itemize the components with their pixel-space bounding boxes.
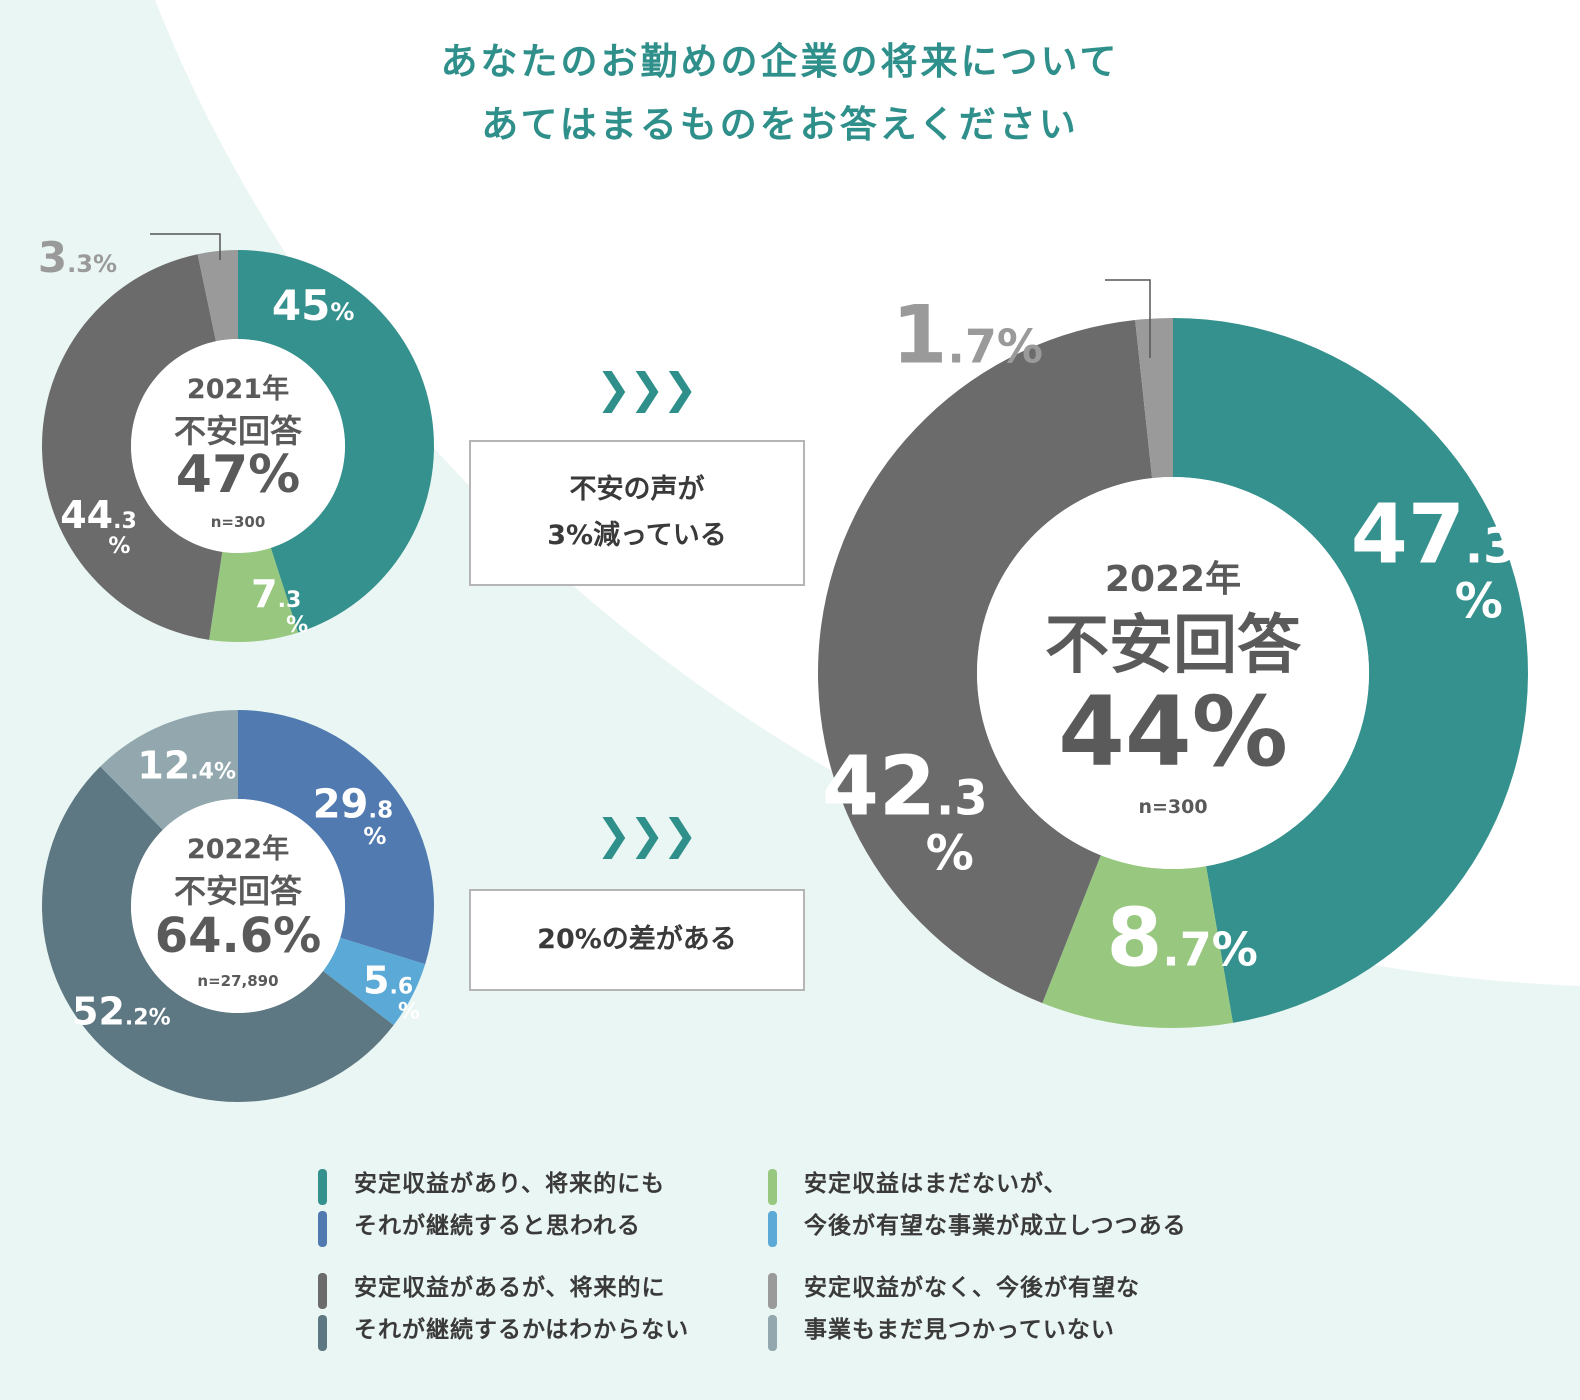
donut-slice — [41, 254, 223, 640]
legend-line-1: 安定収益があるが、将来的に — [354, 1275, 666, 1301]
donut-slice — [197, 250, 238, 342]
legend-item-stable-continuing: 安定収益があり、将来的にも それが継続すると思われる — [318, 1163, 758, 1251]
slice-label: 45% — [272, 281, 355, 330]
center-year: 2022年 — [187, 833, 289, 865]
leader-line — [1105, 279, 1151, 358]
donut-slice — [209, 547, 299, 642]
center-value: 64.6% — [155, 908, 322, 964]
slice-label: 1.7% — [892, 289, 1043, 382]
comparison-box-1: 不安の声が 3%減っている — [469, 440, 805, 586]
center-n: n=300 — [211, 513, 266, 531]
chevron-right-icon: ❯❯❯ — [596, 810, 698, 859]
donut-hole — [131, 799, 345, 1013]
legend-line-1: 安定収益はまだないが、 — [804, 1171, 1068, 1197]
chart-title: あなたのお勤めの企業の将来について あてはまるものをお答えください — [280, 30, 1280, 156]
slice-label: 42.3 — [822, 739, 988, 834]
comparison-1-line-1: 不安の声が — [569, 474, 705, 505]
slice-label: 7.3 — [251, 572, 301, 616]
slice-label: 47.3 — [1351, 487, 1517, 582]
donut-slice — [41, 766, 394, 1102]
center-value: 44% — [1058, 676, 1288, 788]
slice-label: 5.6 — [363, 958, 413, 1002]
legend-swatch — [318, 1211, 327, 1247]
slice-label: 12.4% — [137, 744, 236, 788]
slice-label-percent: % — [286, 613, 308, 638]
slice-label: 8.7% — [1107, 892, 1258, 985]
slice-label-percent: % — [1455, 573, 1503, 629]
slice-label-percent: % — [398, 1000, 420, 1025]
title-line-1: あなたのお勤めの企業の将来について — [440, 40, 1120, 83]
donut-slice — [322, 937, 426, 1026]
legend-line-1: 安定収益がなく、今後が有望な — [804, 1275, 1140, 1301]
slice-label: 3.3% — [38, 233, 117, 282]
slice-label-percent: % — [108, 534, 130, 559]
center-year: 2021年 — [187, 373, 289, 405]
comparison-2-line-1: 20%の差がある — [537, 924, 737, 955]
legend-line-2: 事業もまだ見つかっていない — [804, 1317, 1115, 1343]
center-n: n=27,890 — [197, 972, 278, 990]
slice-label: 44.3 — [60, 493, 137, 537]
center-value: 47% — [176, 445, 300, 505]
legend-swatch — [768, 1169, 777, 1205]
center-n: n=300 — [1138, 796, 1207, 818]
center-label: 不安回答 — [174, 872, 303, 910]
donut-hole — [977, 477, 1369, 869]
legend-line-2: それが継続すると思われる — [354, 1213, 641, 1239]
donut-2022-comparison: 2022年不安回答64.6%n=27,89029.8%5.6%52.2%12.4… — [41, 710, 434, 1102]
legend-swatch — [318, 1315, 327, 1351]
donut-hole — [131, 339, 345, 553]
slice-label-percent: % — [926, 826, 974, 882]
center-label: 不安回答 — [1045, 609, 1302, 683]
legend-swatch — [768, 1273, 777, 1309]
legend-item-stable-uncertain: 安定収益があるが、将来的に それが継続するかはわからない — [318, 1267, 758, 1355]
slice-label: 52.2% — [72, 990, 171, 1034]
center-year: 2022年 — [1105, 559, 1241, 600]
donut-slice — [1042, 855, 1233, 1028]
comparison-1-line-2: 3%減っている — [547, 520, 727, 551]
donut-slice — [818, 320, 1153, 1004]
slice-label-percent: % — [363, 824, 386, 850]
title-line-2: あてはまるものをお答えください — [481, 103, 1079, 146]
legend-line-1: 安定収益があり、将来的にも — [354, 1171, 666, 1197]
legend-swatch — [318, 1273, 327, 1309]
chevron-right-icon: ❯❯❯ — [596, 364, 698, 413]
donut-slice — [1135, 318, 1173, 479]
legend-item-no-stable-not-found: 安定収益がなく、今後が有望な 事業もまだ見つかっていない — [768, 1267, 1208, 1355]
leader-line — [150, 233, 221, 260]
legend-line-2: それが継続するかはわからない — [354, 1317, 690, 1343]
legend-swatch — [768, 1211, 777, 1247]
donut-slice — [238, 710, 434, 965]
center-label: 不安回答 — [174, 412, 303, 450]
legend-item-no-stable-promising: 安定収益はまだないが、 今後が有望な事業が成立しつつある — [768, 1163, 1208, 1251]
legend: 安定収益があり、将来的にも それが継続すると思われる 安定収益はまだないが、 今… — [318, 1163, 1278, 1363]
donut-slice — [238, 250, 435, 633]
donut-slice — [1173, 318, 1528, 1023]
legend-swatch — [318, 1169, 327, 1205]
comparison-box-2: 20%の差がある — [469, 889, 805, 991]
slice-label: 29.8 — [313, 782, 393, 828]
legend-line-2: 今後が有望な事業が成立しつつある — [804, 1213, 1187, 1239]
donut-slice — [100, 710, 238, 830]
legend-swatch — [768, 1315, 777, 1351]
